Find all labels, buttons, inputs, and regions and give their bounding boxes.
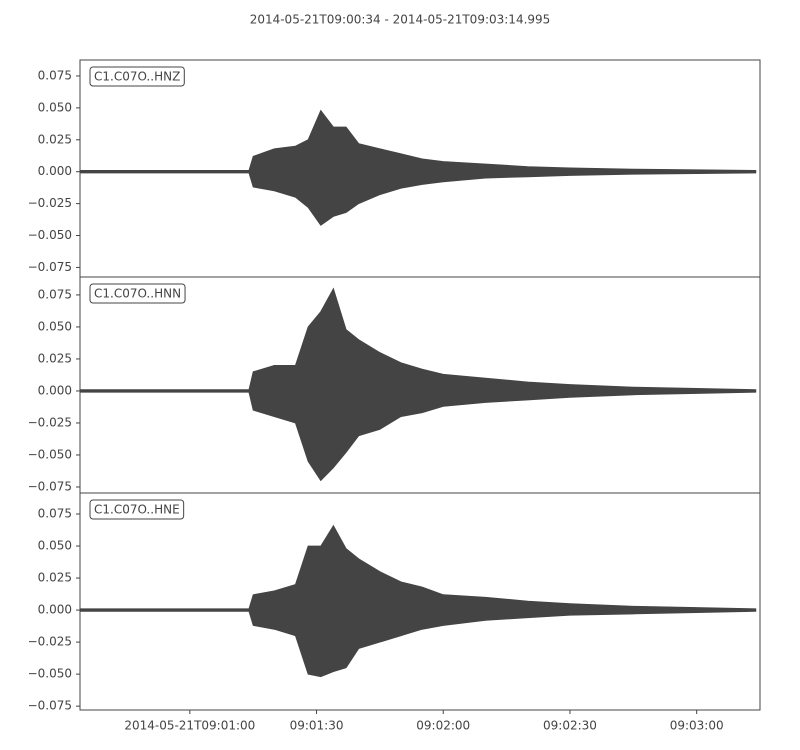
waveform-envelope — [79, 287, 757, 392]
x-tick-label: 09:02:00 — [416, 719, 470, 733]
trace-label-box — [89, 283, 186, 304]
y-tick-label: 0.050 — [38, 100, 72, 114]
x-tick-label: 09:01:30 — [290, 719, 344, 733]
y-tick-label: 0.000 — [38, 164, 72, 178]
y-tick-label: −0.025 — [28, 196, 72, 210]
panel-frame — [79, 492, 761, 711]
waveform-envelope — [79, 390, 757, 482]
x-tick-label: 09:03:00 — [670, 719, 724, 733]
y-tick-label: −0.075 — [28, 699, 72, 713]
y-tick-label: 0.000 — [38, 603, 72, 617]
waveform-envelope — [79, 171, 757, 226]
y-tick-label: −0.025 — [28, 415, 72, 429]
y-tick-label: −0.025 — [28, 635, 72, 649]
y-tick-label: −0.050 — [28, 228, 72, 242]
y-tick-label: 0.075 — [38, 507, 72, 521]
y-tick-label: 0.025 — [38, 571, 72, 585]
y-tick-label: −0.050 — [28, 667, 72, 681]
chart-title: 2014-05-21T09:00:34 - 2014-05-21T09:03:1… — [250, 13, 551, 27]
y-tick-label: 0.000 — [38, 383, 72, 397]
y-tick-label: 0.050 — [38, 539, 72, 553]
y-tick-label: −0.050 — [28, 447, 72, 461]
trace-label-box — [89, 499, 185, 520]
x-tick-label: 2014-05-21T09:01:00 — [124, 719, 255, 733]
y-tick-label: 0.075 — [38, 68, 72, 82]
trace-label: C1.C07O..HNE — [94, 503, 180, 517]
y-tick-label: 0.025 — [38, 132, 72, 146]
y-tick-label: 0.025 — [38, 351, 72, 365]
trace-label-box — [89, 66, 185, 87]
x-tick-label: 09:02:30 — [543, 719, 597, 733]
trace-label: C1.C07O..HNN — [94, 287, 181, 301]
y-tick-label: −0.075 — [28, 260, 72, 274]
waveform-envelope — [79, 109, 757, 173]
waveform-envelope — [79, 524, 757, 611]
y-tick-label: 0.050 — [38, 319, 72, 333]
waveform-envelope — [79, 609, 757, 678]
y-tick-label: 0.075 — [38, 287, 72, 301]
trace-label: C1.C07O..HNZ — [94, 70, 180, 84]
y-tick-label: −0.075 — [28, 479, 72, 493]
